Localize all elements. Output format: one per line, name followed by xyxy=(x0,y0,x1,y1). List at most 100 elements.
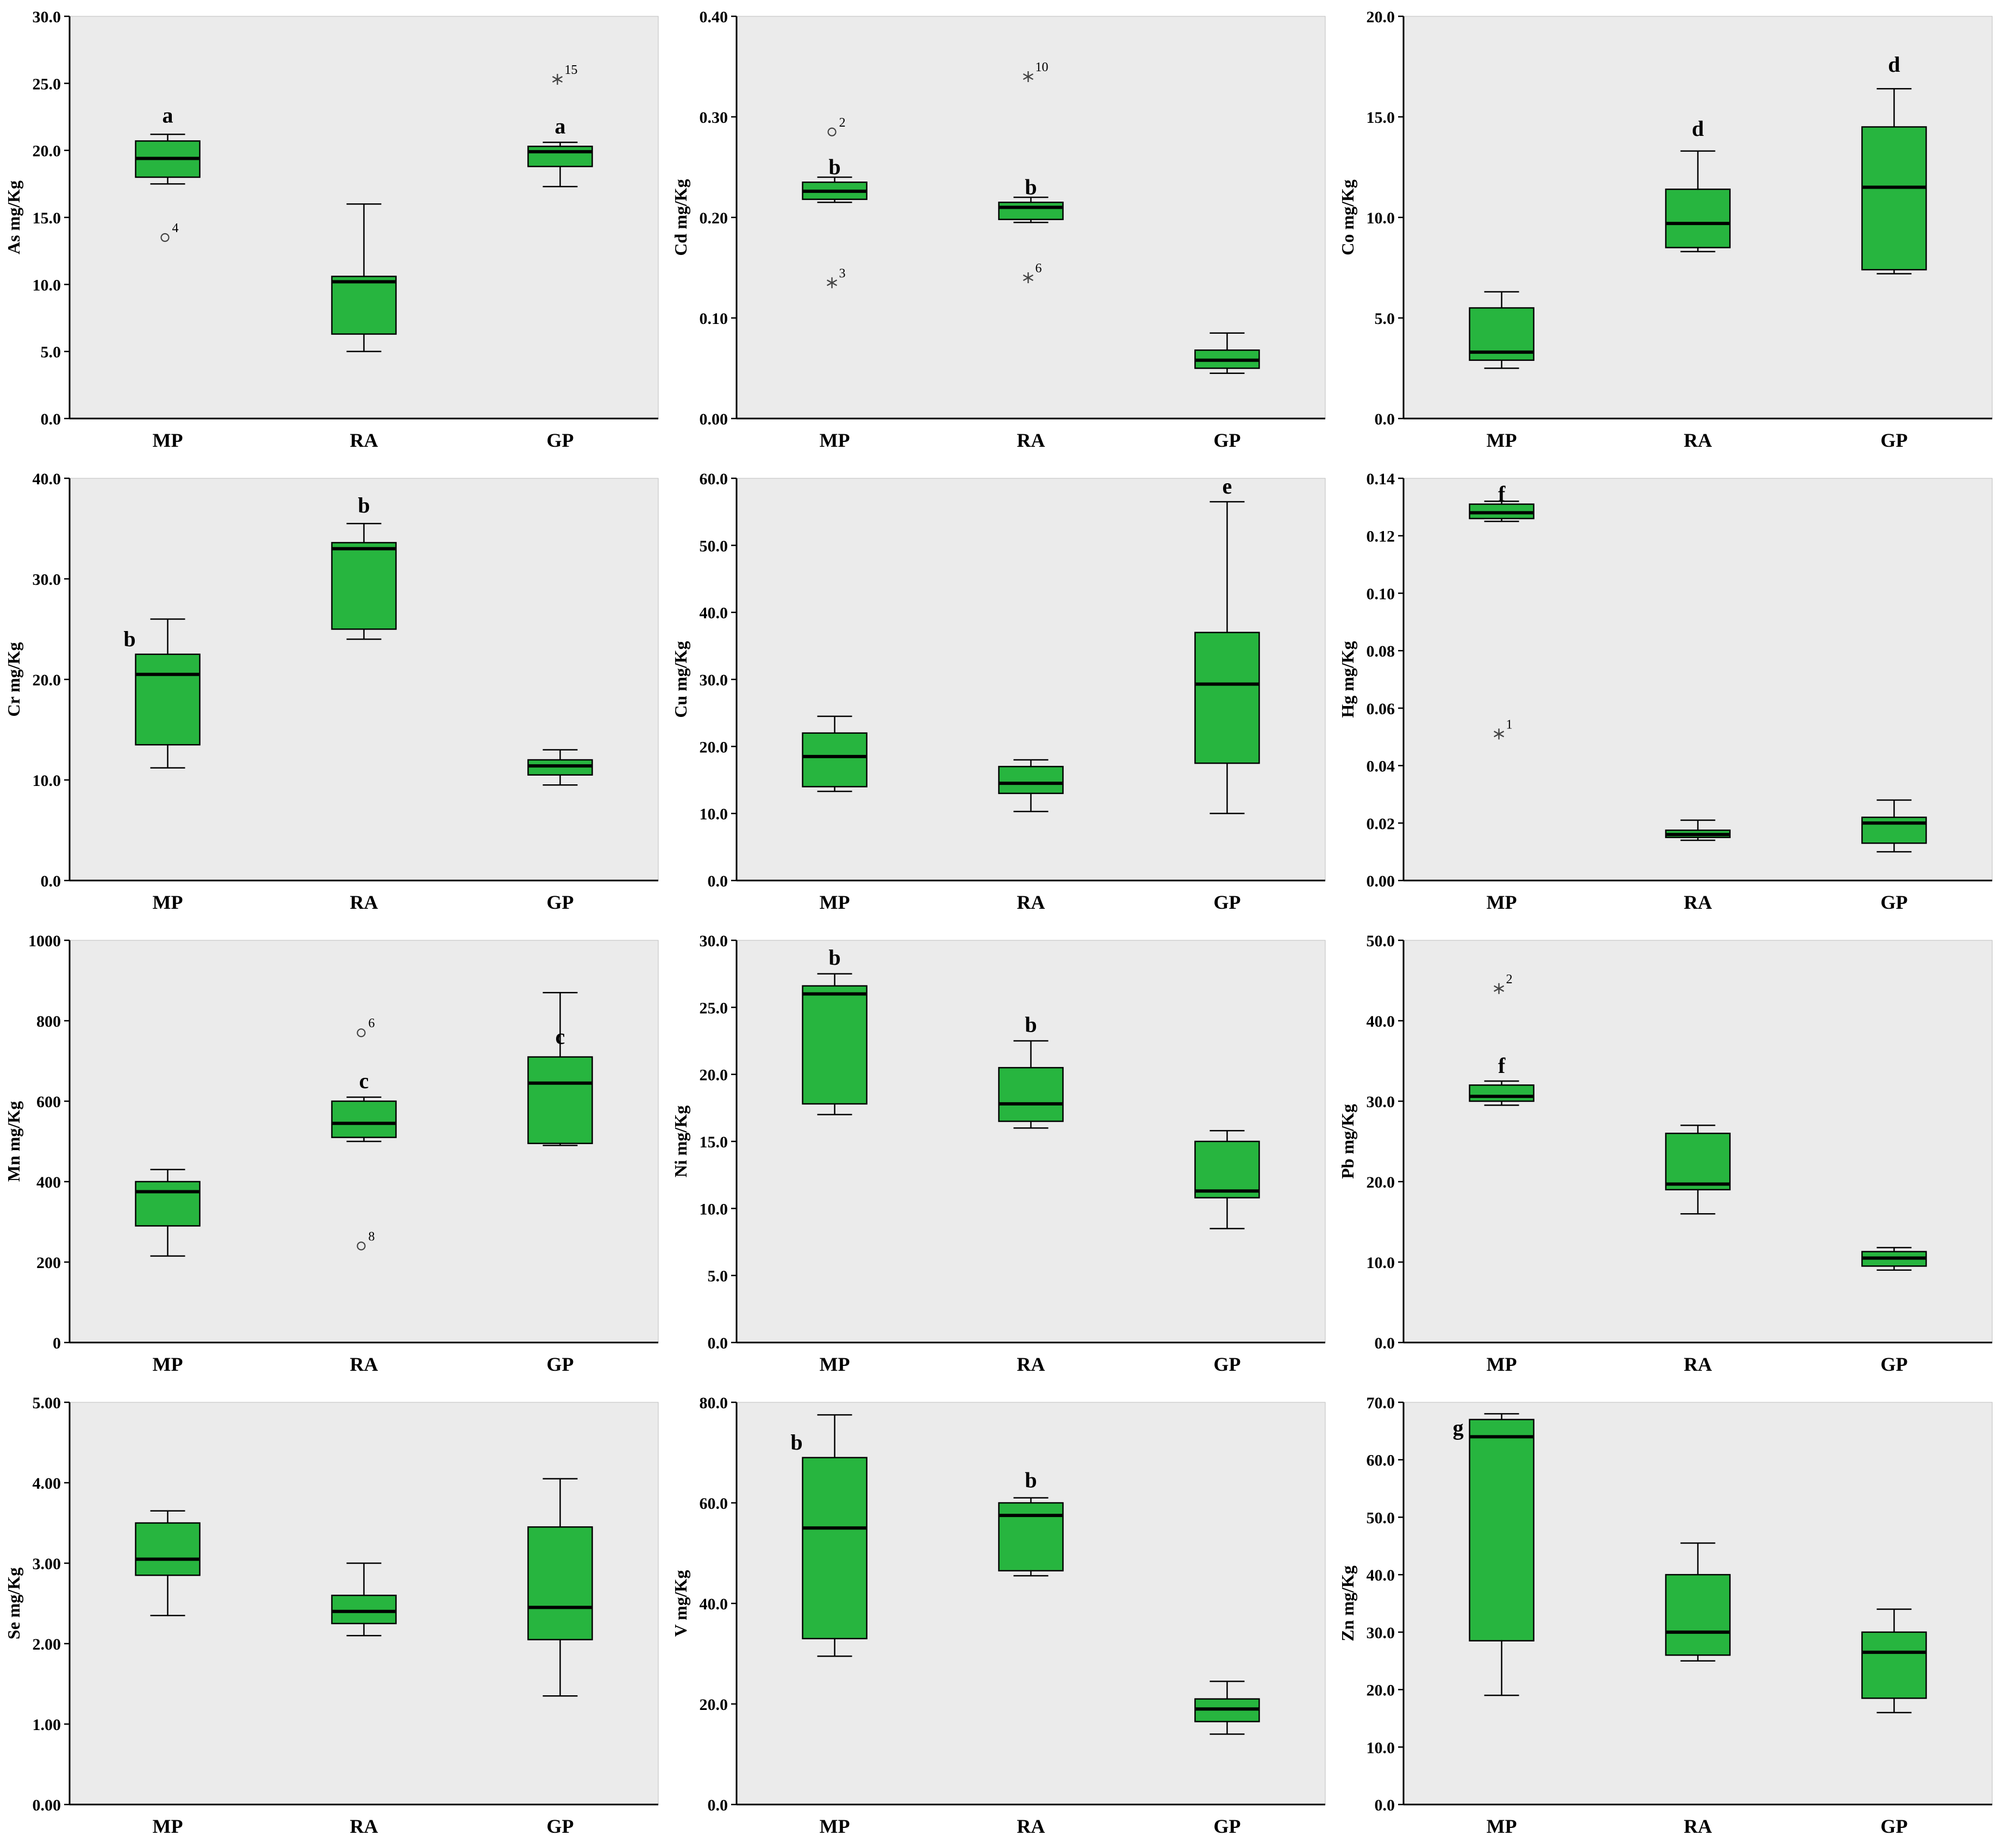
y-tick-label: 5.0 xyxy=(1375,310,1395,328)
y-tick-label: 0.10 xyxy=(700,310,728,328)
y-tick-label: 10.0 xyxy=(700,1200,728,1218)
x-category-label-mp: MP xyxy=(1487,429,1517,451)
x-category-label-ra: RA xyxy=(350,429,378,451)
boxplot-svg-cu: 0.0 10.0 20.0 30.0 40.0 50.0 60.0 Cu mg/Kg MP RA G… xyxy=(671,470,1326,913)
y-tick-label: 5.0 xyxy=(708,1268,728,1285)
outlier-circle xyxy=(827,127,837,136)
y-tick-label: 1000 xyxy=(28,932,61,950)
box-mp xyxy=(135,1522,201,1576)
y-axis-title: Ni mg/Kg xyxy=(671,1106,690,1177)
y-tick-label: 30.0 xyxy=(700,671,728,689)
significance-letter-gp: e xyxy=(1223,474,1232,498)
y-tick-label: 30.0 xyxy=(33,8,61,26)
significance-letter-ra: b xyxy=(1025,1468,1037,1492)
x-category-label-gp: GP xyxy=(547,1353,574,1375)
outlier-label: 15 xyxy=(565,63,578,77)
y-tick-label: 30.0 xyxy=(1367,1093,1395,1111)
box-mp xyxy=(802,732,868,788)
y-tick-label: 50.0 xyxy=(700,537,728,555)
boxplot-panel-cd: 0.00 0.10 0.20 0.30 0.40 Cd mg/Kg MP 2 3 b RA 10 6 b G… xyxy=(667,0,1334,462)
y-axis-title: Pb mg/Kg xyxy=(1338,1104,1357,1179)
box-gp xyxy=(1861,126,1927,271)
y-tick-label: 40.0 xyxy=(1367,1013,1395,1031)
y-tick-label: 50.0 xyxy=(1367,932,1395,950)
y-tick-label: 10.0 xyxy=(1367,209,1395,227)
boxplot-panel-ni: 0.0 5.0 10.0 15.0 20.0 25.0 30.0 Ni mg/Kg MP b RA b… xyxy=(667,924,1334,1386)
y-tick-label: 0.0 xyxy=(41,872,61,890)
y-tick-label: 0 xyxy=(53,1334,61,1352)
outlier-label: 1 xyxy=(1506,717,1513,732)
x-category-label-ra: RA xyxy=(1017,1353,1045,1375)
boxplot-panel-cu: 0.0 10.0 20.0 30.0 40.0 50.0 60.0 Cu mg/Kg MP RA G… xyxy=(667,462,1334,924)
significance-letter-mp: a xyxy=(163,103,173,128)
y-tick-label: 20.0 xyxy=(700,1696,728,1714)
box-gp xyxy=(1194,632,1260,764)
y-tick-label: 0.0 xyxy=(1375,1334,1395,1352)
y-tick-label: 80.0 xyxy=(700,1394,728,1412)
x-category-label-gp: GP xyxy=(1881,429,1908,451)
y-tick-label: 0.20 xyxy=(700,209,728,227)
boxplot-svg-as: 0.0 5.0 10.0 15.0 20.0 25.0 30.0 As mg/Kg MP 4 a RA… xyxy=(4,8,659,451)
y-tick-label: 0.0 xyxy=(708,1796,728,1814)
y-tick-label: 0.02 xyxy=(1367,815,1395,833)
y-tick-label: 20.0 xyxy=(700,1066,728,1084)
outlier-star xyxy=(1022,274,1034,282)
y-tick-label: 15.0 xyxy=(33,209,61,227)
boxplot-panel-se: 0.00 1.00 2.00 3.00 4.00 5.00 Se mg/Kg MP RA GP xyxy=(0,1386,667,1848)
significance-letter-ra: b xyxy=(1025,1012,1037,1037)
x-category-label-gp: GP xyxy=(1881,1815,1908,1837)
y-axis-title: Co mg/Kg xyxy=(1338,179,1357,255)
x-category-label-ra: RA xyxy=(350,1815,378,1837)
x-category-label-mp: MP xyxy=(820,1353,850,1375)
boxplot-svg-ni: 0.0 5.0 10.0 15.0 20.0 25.0 30.0 Ni mg/Kg MP b RA b… xyxy=(671,932,1326,1375)
y-tick-label: 0.40 xyxy=(700,8,728,26)
x-category-label-gp: GP xyxy=(547,429,574,451)
y-axis-title: V mg/Kg xyxy=(671,1570,690,1637)
y-axis-title: Cd mg/Kg xyxy=(671,179,690,255)
significance-letter-ra: b xyxy=(358,493,370,517)
y-axis-title: Se mg/Kg xyxy=(4,1568,23,1639)
significance-letter-mp: b xyxy=(828,155,840,179)
significance-letter-mp: g xyxy=(1453,1416,1464,1440)
outlier-label: 3 xyxy=(839,266,846,280)
outlier-label: 10 xyxy=(1036,60,1049,74)
outlier-star xyxy=(552,76,563,83)
y-tick-label: 0.12 xyxy=(1367,528,1395,546)
y-tick-label: 50.0 xyxy=(1367,1509,1395,1527)
y-tick-label: 20.0 xyxy=(700,738,728,756)
boxplot-panel-v: 0.0 20.0 40.0 60.0 80.0 V mg/Kg MP b RA b GP xyxy=(667,1386,1334,1848)
box-gp xyxy=(527,1056,593,1144)
x-category-label-gp: GP xyxy=(547,1815,574,1837)
outlier-label: 4 xyxy=(172,221,179,235)
outlier-circle xyxy=(160,233,170,242)
box-ra xyxy=(1665,1574,1731,1656)
x-category-label-gp: GP xyxy=(1214,1353,1241,1375)
y-tick-label: 0.0 xyxy=(708,1334,728,1352)
x-category-label-mp: MP xyxy=(153,1815,183,1837)
box-ra xyxy=(1665,188,1731,248)
y-tick-label: 0.14 xyxy=(1367,470,1395,488)
significance-letter-gp: c xyxy=(556,1025,565,1049)
box-ra xyxy=(331,276,397,335)
box-ra xyxy=(331,542,397,630)
y-tick-label: 10.0 xyxy=(700,806,728,823)
y-tick-label: 25.0 xyxy=(700,999,728,1017)
y-tick-label: 15.0 xyxy=(700,1133,728,1151)
x-category-label-mp: MP xyxy=(153,891,183,913)
y-tick-label: 10.0 xyxy=(33,772,61,790)
y-tick-label: 0.00 xyxy=(700,410,728,428)
y-axis-title: As mg/Kg xyxy=(4,180,23,254)
y-tick-label: 60.0 xyxy=(700,470,728,488)
y-tick-label: 3.00 xyxy=(33,1555,61,1573)
y-tick-label: 20.0 xyxy=(1367,1682,1395,1700)
x-category-label-mp: MP xyxy=(820,1815,850,1837)
x-category-label-gp: GP xyxy=(547,891,574,913)
box-ra xyxy=(998,202,1064,220)
boxplot-panel-mn: 0 200 400 600 800 1000 Mn mg/Kg MP RA 6 8 c GP c xyxy=(0,924,667,1386)
y-tick-label: 40.0 xyxy=(33,470,61,488)
box-mp xyxy=(802,1457,868,1639)
y-tick-label: 800 xyxy=(36,1013,61,1031)
x-category-label-mp: MP xyxy=(820,429,850,451)
y-tick-label: 600 xyxy=(36,1093,61,1111)
box-gp xyxy=(1861,1631,1927,1699)
